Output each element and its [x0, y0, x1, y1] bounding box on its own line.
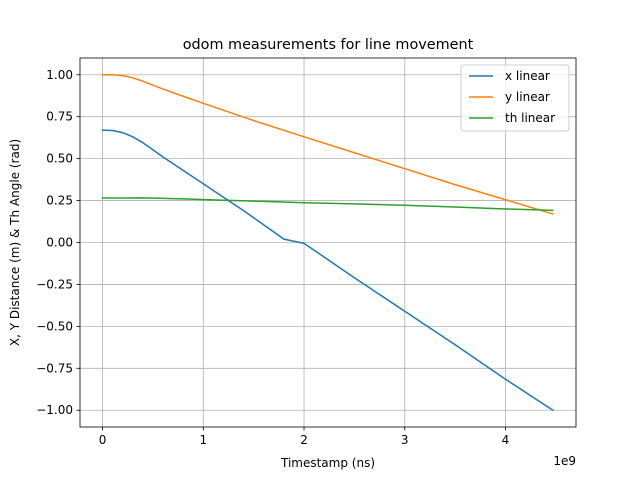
x-tick-label: 0	[99, 433, 107, 447]
y-tick-label: −1.00	[36, 403, 73, 417]
axis-ticks: 0 1 2 3 4 −1.00 −0.75 −0.50 −0.25 0.00 0.25 0.50 0.7…	[36, 68, 509, 447]
y-tick-label: −0.50	[36, 319, 73, 333]
y-tick-label: −0.75	[36, 361, 73, 375]
series-line-th-linear	[101, 197, 554, 212]
series-lines	[101, 74, 554, 412]
series-line-x-linear	[101, 129, 554, 412]
y-tick-label: 0.25	[46, 194, 73, 208]
series-line-y-linear	[101, 74, 554, 215]
x-tick-label: 3	[401, 433, 409, 447]
legend: x linear y linear th linear	[460, 64, 570, 132]
y-tick-label: 0.50	[46, 152, 73, 166]
y-tick-label: 0.00	[46, 236, 73, 250]
y-axis-label: X, Y Distance (m) & Th Angle (rad)	[8, 139, 22, 346]
x-tick-label: 2	[300, 433, 308, 447]
y-tick-label: 1.00	[46, 68, 73, 82]
y-tick-label: 0.75	[46, 110, 73, 124]
legend-label: y linear	[505, 90, 550, 104]
x-axis-offset-label: 1e9	[553, 454, 576, 468]
legend-label: th linear	[505, 111, 555, 125]
x-axis-label: Timestamp (ns)	[280, 456, 375, 470]
x-tick-label: 4	[502, 433, 510, 447]
x-tick-label: 1	[199, 433, 207, 447]
chart-title: odom measurements for line movement	[183, 37, 474, 53]
legend-label: x linear	[505, 69, 550, 83]
legend-box	[460, 64, 570, 132]
y-tick-label: −0.25	[36, 277, 73, 291]
